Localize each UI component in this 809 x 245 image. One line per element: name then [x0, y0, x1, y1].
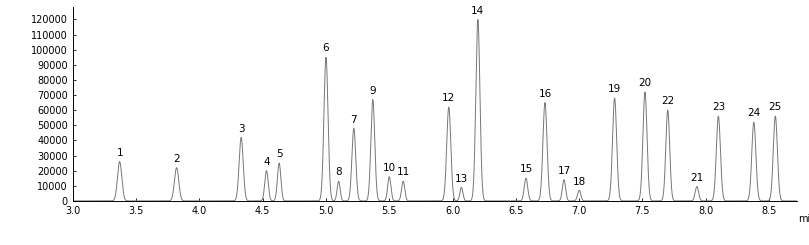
Text: 20: 20	[638, 78, 651, 88]
Text: 8: 8	[335, 168, 342, 177]
Text: 13: 13	[455, 173, 468, 184]
Text: 25: 25	[769, 102, 782, 112]
Text: 11: 11	[396, 168, 410, 177]
Text: 14: 14	[472, 6, 485, 16]
Text: 7: 7	[350, 115, 357, 124]
Text: 12: 12	[443, 93, 455, 103]
Text: 22: 22	[661, 96, 675, 106]
Text: 24: 24	[748, 109, 760, 119]
X-axis label: min: min	[798, 214, 809, 224]
Text: 17: 17	[557, 166, 570, 176]
Text: 21: 21	[690, 173, 704, 183]
Text: 15: 15	[519, 164, 532, 174]
Text: 23: 23	[712, 102, 725, 112]
Text: 18: 18	[573, 177, 586, 186]
Text: 5: 5	[276, 149, 282, 159]
Text: 3: 3	[238, 124, 244, 134]
Text: 19: 19	[608, 84, 621, 94]
Text: 4: 4	[263, 157, 269, 167]
Text: 16: 16	[538, 89, 552, 99]
Text: 6: 6	[323, 43, 329, 53]
Text: 2: 2	[173, 154, 180, 164]
Text: 9: 9	[370, 86, 376, 96]
Text: 10: 10	[383, 163, 396, 173]
Text: 1: 1	[116, 148, 123, 158]
